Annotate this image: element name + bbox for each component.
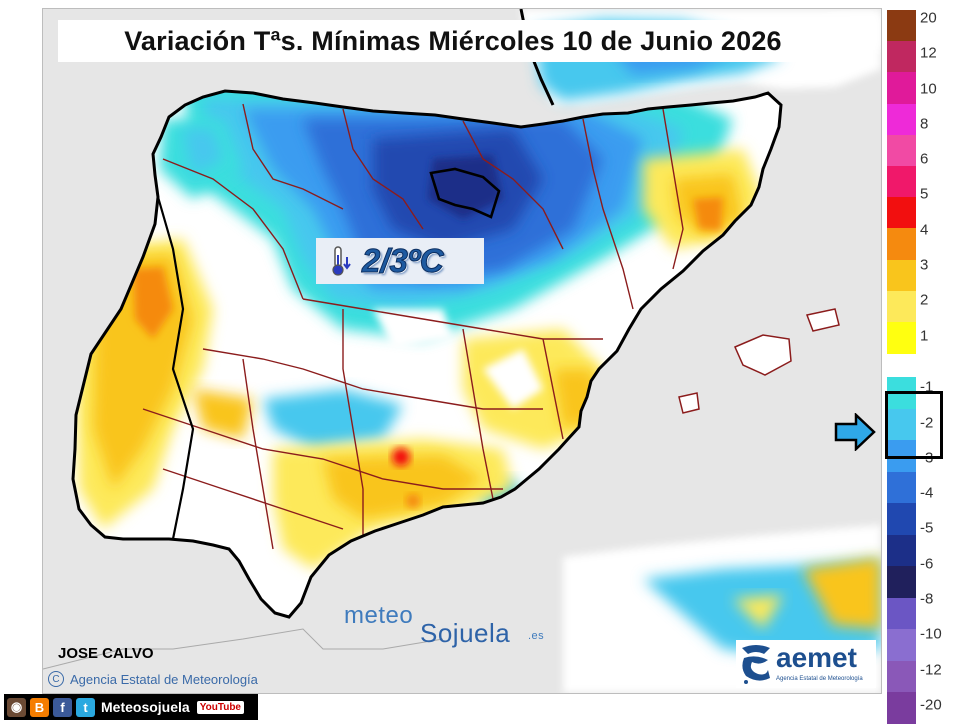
legend-label: -12 (920, 661, 942, 679)
legend-label: 8 (920, 115, 929, 133)
legend-swatch (887, 566, 916, 599)
social-bar: ◉ B f t Meteosojuela YouTube (4, 694, 258, 720)
aemet-subtitle: Agencia Estatal de Meteorología (776, 676, 863, 682)
legend-swatch (887, 660, 916, 693)
highlight-value: 2/3ºC (362, 242, 445, 280)
legend-label: -5 (920, 519, 934, 537)
legend-highlight-box (885, 391, 943, 459)
legend-label: -10 (920, 625, 942, 643)
instagram-icon[interactable]: ◉ (7, 697, 26, 717)
legend-swatch (887, 259, 916, 292)
legend-label: 4 (920, 221, 929, 239)
legend-swatch (887, 10, 916, 42)
watermark: meteo Sojuela .es (344, 602, 544, 648)
legend-swatch (887, 197, 916, 229)
legend-label: 10 (920, 80, 937, 98)
watermark-part2: Sojuela (420, 618, 511, 648)
aemet-name: aemet (776, 642, 857, 673)
legend-label: 12 (920, 44, 937, 62)
author-credit: JOSE CALVO (58, 645, 154, 662)
legend-label: 20 (920, 9, 937, 27)
legend-label: -8 (920, 590, 934, 608)
legend-label: 1 (920, 327, 929, 345)
legend-label: 3 (920, 256, 929, 274)
legend-label: -6 (920, 555, 934, 573)
legend-swatch (887, 322, 916, 354)
coastline (71, 89, 783, 619)
map-canvas (43, 9, 881, 693)
legend-swatch (887, 103, 916, 136)
copyright-icon: C (48, 671, 64, 687)
legend-swatch (887, 134, 916, 167)
watermark-part3: .es (528, 630, 545, 642)
legend-label: 2 (920, 291, 929, 309)
map-title: Variación Tªs. Mínimas Miércoles 10 de J… (58, 20, 848, 62)
legend-label: -20 (920, 696, 942, 714)
legend-swatch (887, 72, 916, 105)
thermometer-down-icon (332, 246, 351, 276)
legend-swatch (887, 597, 916, 630)
agency-credit: C Agencia Estatal de Meteorología (48, 671, 258, 687)
map-area (42, 8, 882, 694)
legend-swatch (887, 534, 916, 567)
legend-swatch (887, 41, 916, 73)
legend-swatch (887, 471, 916, 504)
aemet-logo: aemet Agencia Estatal de Meteorología (736, 640, 876, 688)
legend-swatch (887, 692, 916, 724)
country-borders (156, 167, 501, 540)
legend-swatch (887, 503, 916, 536)
legend-swatch (887, 408, 916, 441)
region-borders (142, 103, 684, 550)
highlight-value-box: 2/3ºC (316, 238, 484, 284)
legend-label: -2 (920, 414, 934, 431)
youtube-link[interactable]: YouTube (196, 700, 244, 714)
legend-label: -4 (920, 484, 934, 502)
legend-swatch (887, 228, 916, 261)
legend-label: 5 (920, 185, 929, 203)
aemet-emblem-icon (742, 645, 770, 684)
balearic-islands (678, 308, 840, 414)
legend-swatch (887, 629, 916, 662)
watermark-part1: meteo (344, 602, 414, 629)
facebook-icon[interactable]: f (53, 697, 72, 717)
legend-label: 6 (920, 150, 929, 168)
twitter-icon[interactable]: t (76, 697, 95, 717)
africa-coast (43, 628, 444, 670)
agency-credit-text: Agencia Estatal de Meteorología (70, 671, 258, 687)
social-handle[interactable]: Meteosojuela (101, 699, 190, 715)
blogger-icon[interactable]: B (30, 697, 49, 717)
legend-swatch (887, 166, 916, 198)
legend-swatch (887, 290, 916, 323)
arrow-right-icon (834, 413, 876, 451)
